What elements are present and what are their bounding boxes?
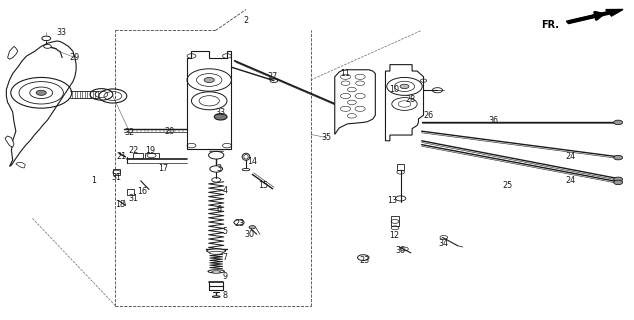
Polygon shape bbox=[8, 46, 18, 59]
Text: 32: 32 bbox=[125, 128, 135, 137]
Text: 30: 30 bbox=[244, 230, 254, 239]
Text: 10: 10 bbox=[389, 85, 399, 94]
Text: 22: 22 bbox=[128, 146, 138, 155]
Bar bbox=[391, 216, 399, 226]
Text: 27: 27 bbox=[268, 72, 278, 81]
Circle shape bbox=[614, 120, 623, 124]
Text: 3: 3 bbox=[216, 164, 221, 172]
Text: 18: 18 bbox=[115, 200, 126, 209]
Text: 11: 11 bbox=[340, 69, 351, 78]
Polygon shape bbox=[6, 41, 76, 166]
Circle shape bbox=[614, 177, 623, 182]
Text: 5: 5 bbox=[223, 228, 228, 236]
Text: 33: 33 bbox=[216, 108, 226, 116]
Text: 12: 12 bbox=[389, 231, 399, 240]
Text: 26: 26 bbox=[423, 111, 433, 120]
Circle shape bbox=[614, 180, 623, 185]
FancyArrow shape bbox=[566, 10, 623, 24]
Circle shape bbox=[44, 44, 51, 48]
Text: 8: 8 bbox=[223, 292, 228, 300]
Text: 4: 4 bbox=[223, 186, 228, 195]
Text: 24: 24 bbox=[566, 152, 576, 161]
Bar bbox=[397, 164, 404, 170]
Circle shape bbox=[249, 226, 256, 229]
Polygon shape bbox=[16, 163, 25, 168]
Text: 6: 6 bbox=[216, 205, 221, 214]
Text: 35: 35 bbox=[321, 133, 332, 142]
Text: 9: 9 bbox=[223, 272, 228, 281]
Text: 29: 29 bbox=[70, 53, 80, 62]
Ellipse shape bbox=[212, 271, 221, 273]
Ellipse shape bbox=[207, 249, 226, 253]
Polygon shape bbox=[187, 51, 231, 149]
Ellipse shape bbox=[242, 168, 250, 171]
Circle shape bbox=[42, 36, 51, 41]
Text: 2: 2 bbox=[243, 16, 249, 25]
Ellipse shape bbox=[208, 270, 224, 273]
Polygon shape bbox=[335, 70, 375, 134]
Text: 21: 21 bbox=[117, 152, 127, 161]
Bar bbox=[127, 189, 134, 195]
Circle shape bbox=[36, 90, 46, 95]
Text: 19: 19 bbox=[145, 146, 155, 155]
Circle shape bbox=[614, 156, 623, 160]
Text: 15: 15 bbox=[258, 181, 268, 190]
Text: 23: 23 bbox=[235, 220, 245, 228]
Circle shape bbox=[400, 84, 409, 89]
Text: 33: 33 bbox=[56, 28, 67, 36]
Text: 23: 23 bbox=[359, 256, 370, 265]
Text: 31: 31 bbox=[111, 173, 121, 182]
Bar bbox=[145, 153, 158, 158]
Bar bbox=[133, 153, 143, 158]
Text: FR.: FR. bbox=[541, 20, 559, 30]
Text: 36: 36 bbox=[488, 116, 498, 124]
Text: 16: 16 bbox=[138, 188, 148, 196]
Circle shape bbox=[214, 114, 227, 120]
Text: 17: 17 bbox=[158, 164, 169, 172]
Ellipse shape bbox=[209, 252, 223, 254]
Ellipse shape bbox=[243, 155, 249, 159]
Text: 25: 25 bbox=[502, 181, 512, 190]
Polygon shape bbox=[385, 65, 424, 141]
Polygon shape bbox=[5, 136, 14, 147]
Text: 20: 20 bbox=[165, 127, 175, 136]
Ellipse shape bbox=[242, 153, 250, 160]
Ellipse shape bbox=[212, 296, 220, 298]
Circle shape bbox=[204, 77, 214, 83]
Text: 7: 7 bbox=[223, 253, 228, 262]
Text: 28: 28 bbox=[406, 95, 416, 104]
Text: 14: 14 bbox=[247, 157, 257, 166]
Text: 31: 31 bbox=[128, 194, 138, 203]
Text: 13: 13 bbox=[387, 196, 397, 204]
Bar bbox=[113, 169, 120, 175]
Text: 24: 24 bbox=[566, 176, 576, 185]
Text: 34: 34 bbox=[439, 239, 449, 248]
Text: 30: 30 bbox=[396, 246, 406, 255]
Text: 1: 1 bbox=[91, 176, 96, 185]
